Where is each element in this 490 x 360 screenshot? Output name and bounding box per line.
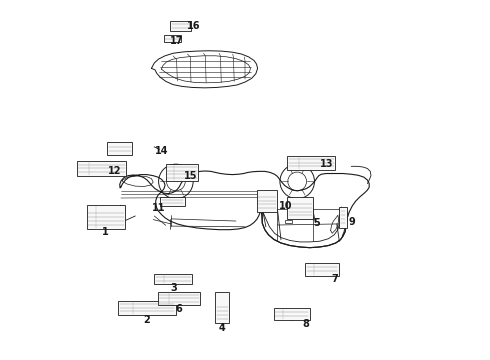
Text: 15: 15 bbox=[184, 171, 198, 181]
Text: 4: 4 bbox=[219, 323, 226, 333]
Text: 6: 6 bbox=[175, 304, 182, 314]
Bar bbox=[107, 142, 132, 155]
Text: 2: 2 bbox=[144, 315, 150, 325]
Text: 8: 8 bbox=[303, 319, 310, 329]
Bar bbox=[158, 292, 200, 305]
Bar bbox=[288, 156, 335, 170]
Bar bbox=[160, 197, 185, 206]
Bar bbox=[274, 308, 310, 320]
Text: 13: 13 bbox=[320, 159, 334, 169]
Bar bbox=[288, 197, 314, 219]
Text: 1: 1 bbox=[102, 227, 109, 237]
Bar bbox=[154, 274, 192, 284]
Bar bbox=[170, 21, 191, 31]
Bar bbox=[339, 207, 346, 228]
Bar bbox=[257, 190, 277, 212]
Bar bbox=[305, 263, 339, 276]
Bar bbox=[164, 35, 181, 42]
Text: 14: 14 bbox=[155, 146, 168, 156]
Bar bbox=[285, 220, 292, 223]
Bar bbox=[76, 161, 126, 176]
Text: 9: 9 bbox=[349, 217, 356, 228]
Text: 10: 10 bbox=[279, 201, 292, 211]
Bar bbox=[216, 292, 229, 323]
Text: 16: 16 bbox=[187, 21, 200, 31]
Bar bbox=[87, 205, 125, 229]
Bar bbox=[166, 164, 198, 181]
Bar bbox=[118, 301, 176, 315]
Text: 17: 17 bbox=[170, 36, 183, 46]
Text: 5: 5 bbox=[314, 218, 320, 228]
Text: 12: 12 bbox=[108, 166, 122, 176]
Text: 7: 7 bbox=[331, 274, 338, 284]
Text: 3: 3 bbox=[171, 283, 177, 293]
Text: 11: 11 bbox=[152, 203, 165, 213]
